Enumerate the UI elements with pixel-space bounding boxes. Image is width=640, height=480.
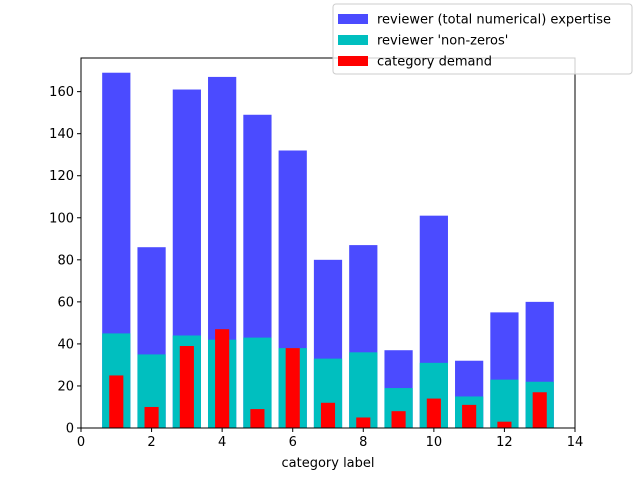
bars-layer [102, 72, 554, 429]
legend-label: reviewer 'non-zeros' [377, 34, 508, 49]
bar-series-3-category-7 [320, 402, 336, 428]
bar-series-3-category-12 [497, 421, 512, 428]
bar-series-3-category-8 [356, 417, 371, 428]
bar-series-3-category-2 [144, 406, 159, 428]
bar-series-3-category-13 [532, 392, 547, 428]
legend: reviewer (total numerical) expertise revi… [332, 3, 633, 75]
y-tick-label: 140 [49, 127, 74, 142]
x-tick-label: 4 [218, 435, 226, 450]
y-tick-label: 160 [49, 85, 74, 100]
y-tick-label: 100 [49, 211, 74, 226]
y-tick-label: 80 [57, 253, 74, 268]
legend-swatch [338, 56, 368, 66]
bar-series-3-category-1 [109, 375, 124, 428]
legend-label: reviewer (total numerical) expertise [377, 13, 611, 28]
y-tick-label: 0 [66, 422, 74, 437]
x-axis-ticks: 0 2 4 6 8 10 12 14 [77, 428, 583, 450]
x-tick-label: 2 [147, 435, 155, 450]
bar-series-3-category-9 [391, 411, 406, 428]
legend-frame [332, 3, 633, 75]
x-axis-label: category label [281, 456, 374, 471]
bar-series-2-category-8 [349, 352, 378, 428]
x-tick-label: 0 [77, 435, 85, 450]
bar-series-3-category-3 [179, 346, 194, 428]
y-tick-label: 120 [49, 169, 74, 184]
x-tick-label: 10 [426, 435, 443, 450]
bar-series-2-category-12 [490, 379, 519, 428]
bar-series-3-category-6 [285, 348, 300, 428]
x-tick-label: 8 [359, 435, 367, 450]
legend-label: category demand [377, 55, 492, 70]
y-tick-label: 20 [57, 379, 74, 394]
legend-swatch [338, 35, 368, 45]
y-axis-ticks: 0 20 40 60 80 100 120 140 160 [49, 85, 81, 437]
y-tick-label: 60 [57, 295, 74, 310]
axes-frame [80, 57, 576, 429]
x-tick-label: 14 [567, 435, 584, 450]
x-tick-label: 6 [289, 435, 297, 450]
x-tick-label: 12 [496, 435, 513, 450]
bar-series-3-category-11 [462, 404, 477, 428]
bar-series-3-category-4 [215, 329, 230, 428]
y-tick-label: 40 [57, 337, 74, 352]
bar-series-3-category-5 [250, 409, 265, 428]
bar-series-3-category-10 [426, 398, 441, 428]
legend-swatch [338, 14, 368, 24]
